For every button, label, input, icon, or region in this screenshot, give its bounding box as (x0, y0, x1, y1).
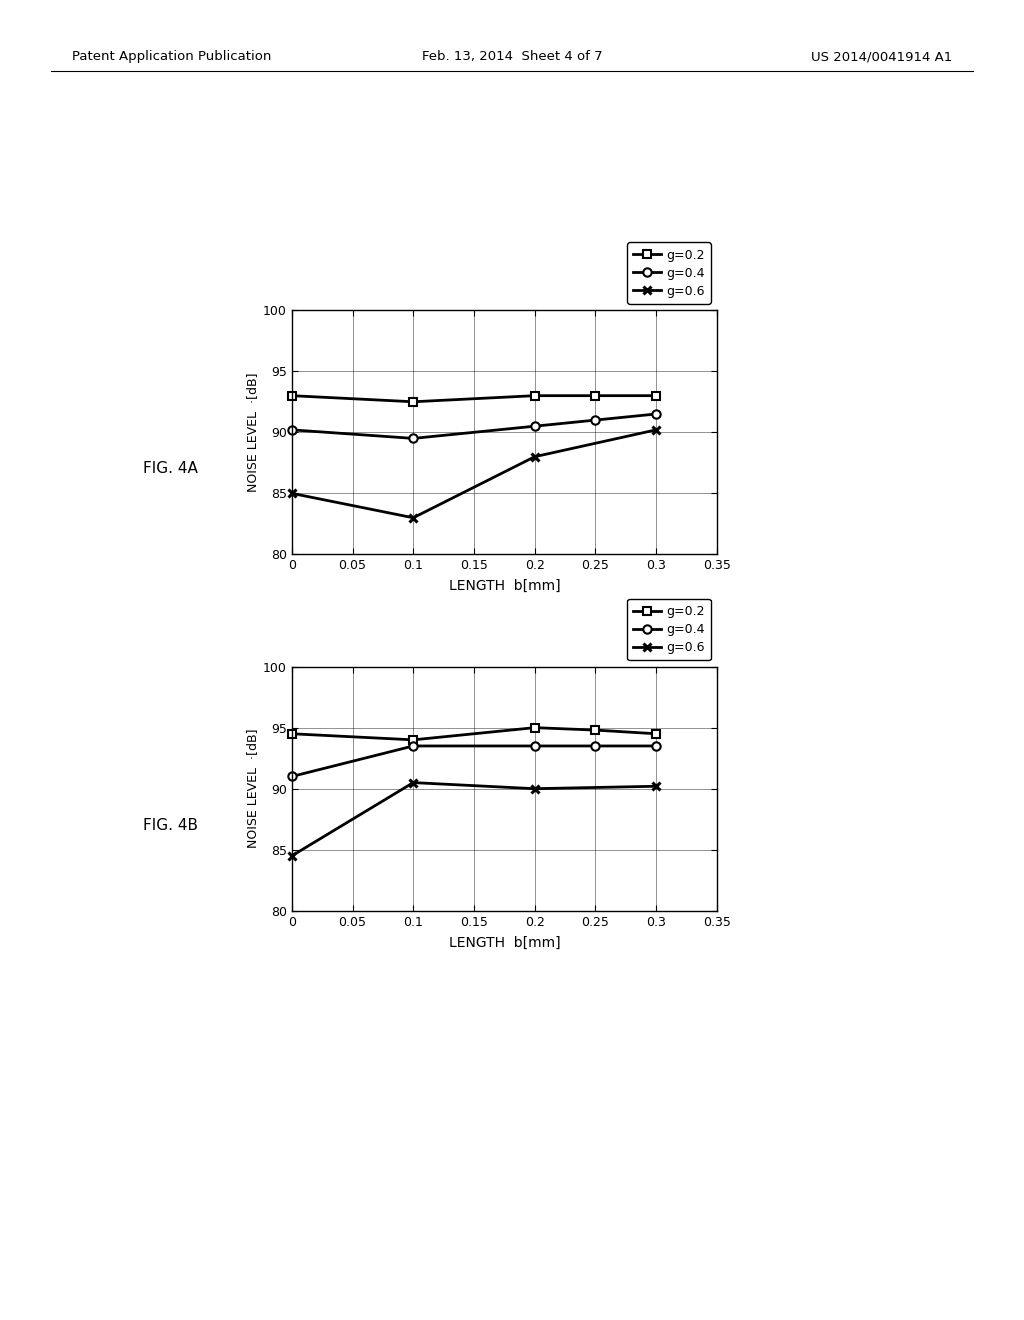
Line: g=0.6: g=0.6 (288, 425, 660, 521)
Text: Feb. 13, 2014  Sheet 4 of 7: Feb. 13, 2014 Sheet 4 of 7 (422, 50, 602, 63)
g=0.4 (589, 412, 601, 428)
g=0.4 (528, 738, 541, 754)
g=0.6 (286, 847, 298, 863)
g=0.4 (650, 738, 663, 754)
g=0.4 (408, 738, 420, 754)
g=0.4 (650, 407, 663, 422)
g=0.6 (650, 422, 663, 438)
Line: g=0.4: g=0.4 (288, 742, 660, 780)
Text: FIG. 4A: FIG. 4A (143, 461, 199, 477)
Line: g=0.4: g=0.4 (288, 409, 660, 442)
g=0.6 (528, 449, 541, 465)
g=0.6 (408, 510, 420, 525)
g=0.2 (408, 731, 420, 747)
g=0.2 (589, 388, 601, 404)
Y-axis label: NOISE LEVEL  ·[dB]: NOISE LEVEL ·[dB] (246, 729, 259, 849)
g=0.2 (286, 726, 298, 742)
Line: g=0.2: g=0.2 (288, 723, 660, 744)
g=0.4 (286, 768, 298, 784)
g=0.6 (650, 779, 663, 795)
g=0.2 (286, 388, 298, 404)
X-axis label: LENGTH  b[mm]: LENGTH b[mm] (449, 936, 560, 949)
g=0.4 (408, 430, 420, 446)
Text: US 2014/0041914 A1: US 2014/0041914 A1 (811, 50, 952, 63)
Text: FIG. 4B: FIG. 4B (143, 817, 199, 833)
g=0.2 (650, 388, 663, 404)
g=0.6 (286, 486, 298, 502)
X-axis label: LENGTH  b[mm]: LENGTH b[mm] (449, 579, 560, 593)
Line: g=0.6: g=0.6 (288, 779, 660, 861)
Y-axis label: NOISE LEVEL  ·[dB]: NOISE LEVEL ·[dB] (246, 372, 259, 492)
g=0.2 (408, 393, 420, 409)
g=0.2 (589, 722, 601, 738)
Legend: g=0.2, g=0.4, g=0.6: g=0.2, g=0.4, g=0.6 (627, 599, 711, 660)
g=0.2 (528, 719, 541, 735)
g=0.4 (286, 422, 298, 438)
g=0.2 (528, 388, 541, 404)
Text: Patent Application Publication: Patent Application Publication (72, 50, 271, 63)
Legend: g=0.2, g=0.4, g=0.6: g=0.2, g=0.4, g=0.6 (627, 243, 711, 304)
g=0.4 (528, 418, 541, 434)
g=0.6 (408, 775, 420, 791)
g=0.2 (650, 726, 663, 742)
Line: g=0.2: g=0.2 (288, 392, 660, 407)
g=0.6 (528, 780, 541, 796)
g=0.4 (589, 738, 601, 754)
